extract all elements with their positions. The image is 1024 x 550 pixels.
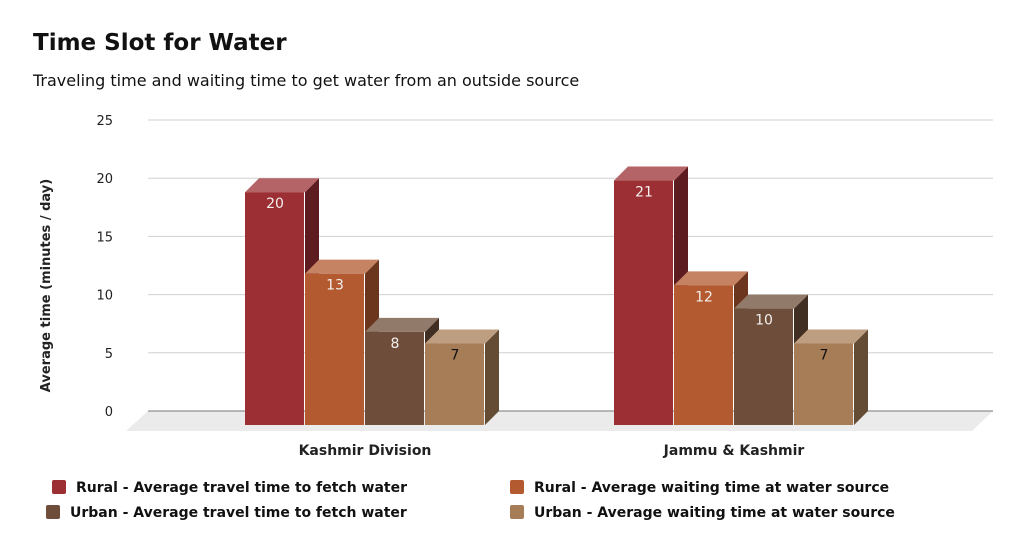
bar [614,166,688,425]
bar-top [245,178,319,193]
x-tick-label: Kashmir Division [299,443,432,459]
data-label: 7 [820,348,829,364]
legend-item: Urban - Average travel time to fetch wat… [46,505,407,521]
bar-front [614,180,673,425]
data-label: 21 [635,185,653,201]
legend-swatch [510,480,524,494]
y-tick-label: 5 [105,347,113,362]
legend-label: Rural - Average waiting time at water so… [534,480,889,496]
legend-item: Rural - Average waiting time at water so… [510,480,889,496]
bar-top [305,259,379,274]
y-tick-label: 0 [105,405,113,420]
data-label: 7 [451,348,460,364]
y-tick-label: 20 [96,172,113,187]
bar [794,329,868,425]
bar-front [734,308,793,425]
data-label: 8 [391,336,400,352]
data-label: 20 [266,196,284,212]
legend-item: Urban - Average waiting time at water so… [510,505,895,521]
bar-front [245,192,304,425]
bar-top [365,317,439,332]
legend-swatch [510,505,524,519]
bar [734,294,808,425]
y-tick-label: 10 [96,289,113,304]
y-tick-label: 15 [96,230,113,245]
bar-top [734,294,808,309]
chart-title: Time Slot for Water [33,30,287,56]
data-label: 10 [755,313,773,329]
data-label: 13 [326,278,344,294]
legend-label: Urban - Average travel time to fetch wat… [70,505,407,521]
bar-side [485,329,499,425]
bar-front [365,331,424,425]
legend-swatch [52,480,66,494]
data-label: 12 [695,289,713,305]
bar-top [794,329,868,344]
legend-item: Rural - Average travel time to fetch wat… [52,480,407,496]
legend-label: Urban - Average waiting time at water so… [534,505,895,521]
y-axis-label: Average time (minutes / day) [39,179,54,392]
x-tick-label: Jammu & Kashmir [663,443,805,459]
bar [425,329,499,425]
bar-front [794,343,853,425]
bar-top [425,329,499,344]
y-tick-label: 25 [96,114,113,129]
bar-front [305,273,364,425]
chart-subtitle: Traveling time and waiting time to get w… [33,71,580,90]
bar-front [425,343,484,425]
legend-swatch [46,505,60,519]
legend-label: Rural - Average travel time to fetch wat… [76,480,407,496]
bar-side [854,329,868,425]
bar-top [674,271,748,286]
bar [674,271,748,425]
bar-top [614,166,688,181]
bar-front [674,285,733,425]
